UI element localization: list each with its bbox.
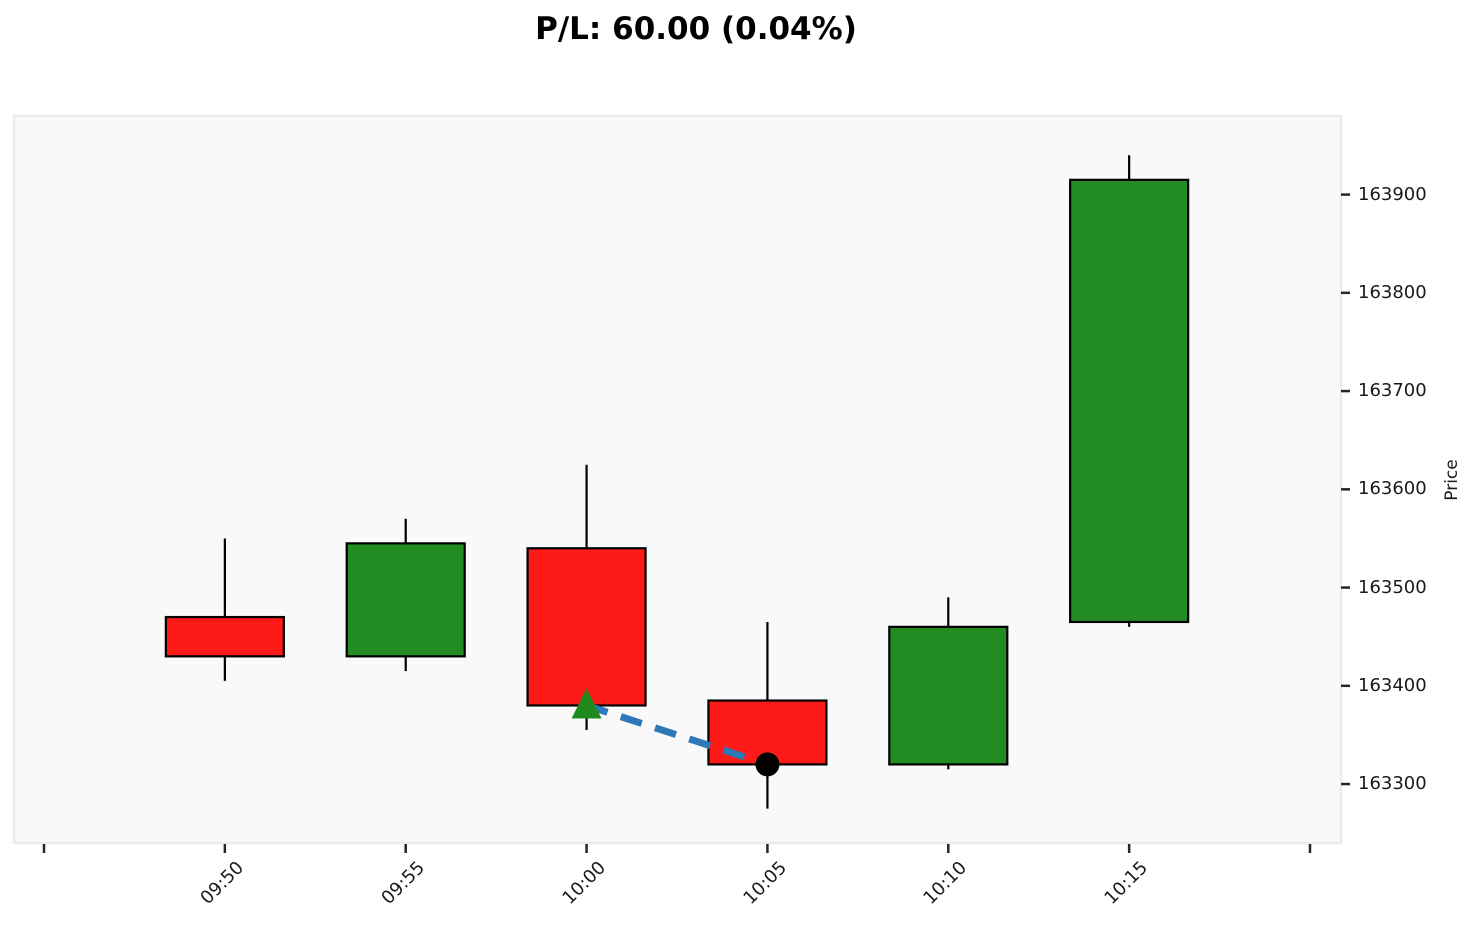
candle-body-0950	[164, 615, 285, 658]
y-tick-label: 163800	[1358, 281, 1427, 303]
chart-title: P/L: 60.00 (0.04%)	[535, 11, 857, 47]
candle-body-1000	[526, 547, 647, 707]
trade-entry-marker	[571, 688, 602, 719]
y-tick-label: 163600	[1358, 478, 1427, 500]
price-axis-label: Price	[1442, 459, 1462, 501]
y-tick-label: 163400	[1358, 674, 1427, 696]
trade-exit-marker	[755, 752, 780, 777]
candle-body-1015	[1069, 178, 1190, 624]
y-tick-label: 163900	[1358, 183, 1427, 205]
candle-body-1010	[888, 625, 1009, 766]
y-tick-label: 163300	[1358, 773, 1427, 795]
y-tick-label: 163500	[1358, 576, 1427, 598]
y-tick-label: 163700	[1358, 380, 1427, 402]
trade-line	[585, 702, 769, 768]
candle-body-0955	[345, 542, 466, 658]
